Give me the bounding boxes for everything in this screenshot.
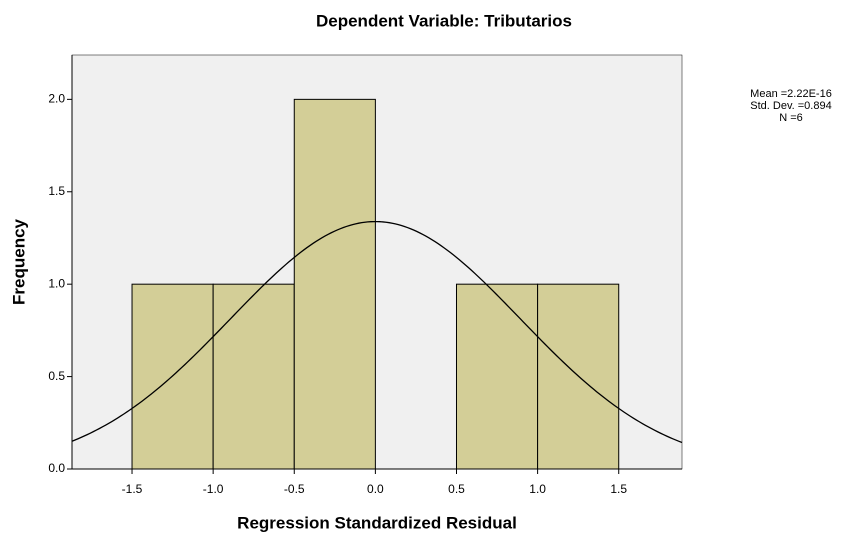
chart-title: Dependent Variable: Tributarios: [316, 11, 572, 30]
y-axis-label: Frequency: [9, 218, 28, 305]
x-tick-label: -1.5: [122, 482, 143, 496]
y-tick-label: 0.5: [48, 369, 65, 383]
x-tick-label: 1.5: [610, 482, 627, 496]
normal-curve: [71, 220, 683, 444]
stat-n: N =6: [779, 112, 803, 124]
x-axis-label: Regression Standardized Residual: [237, 513, 517, 532]
y-tick-label: 2.0: [48, 92, 65, 106]
stat-mean: Mean =2.22E-16: [750, 88, 832, 100]
y-tick-label: 1.0: [48, 276, 65, 290]
x-tick-label: 0.0: [367, 482, 384, 496]
y-tick-label: 1.5: [48, 184, 65, 198]
x-tick-label: -0.5: [284, 482, 305, 496]
y-tick-label: 0.0: [48, 461, 65, 475]
bar: [293, 98, 376, 470]
x-tick-label: 1.0: [529, 482, 546, 496]
x-tick-label: 0.5: [448, 482, 465, 496]
x-tick-label: -1.0: [203, 482, 224, 496]
bar: [455, 283, 539, 470]
stat-sd: Std. Dev. =0.894: [750, 100, 831, 112]
bar: [212, 283, 295, 470]
